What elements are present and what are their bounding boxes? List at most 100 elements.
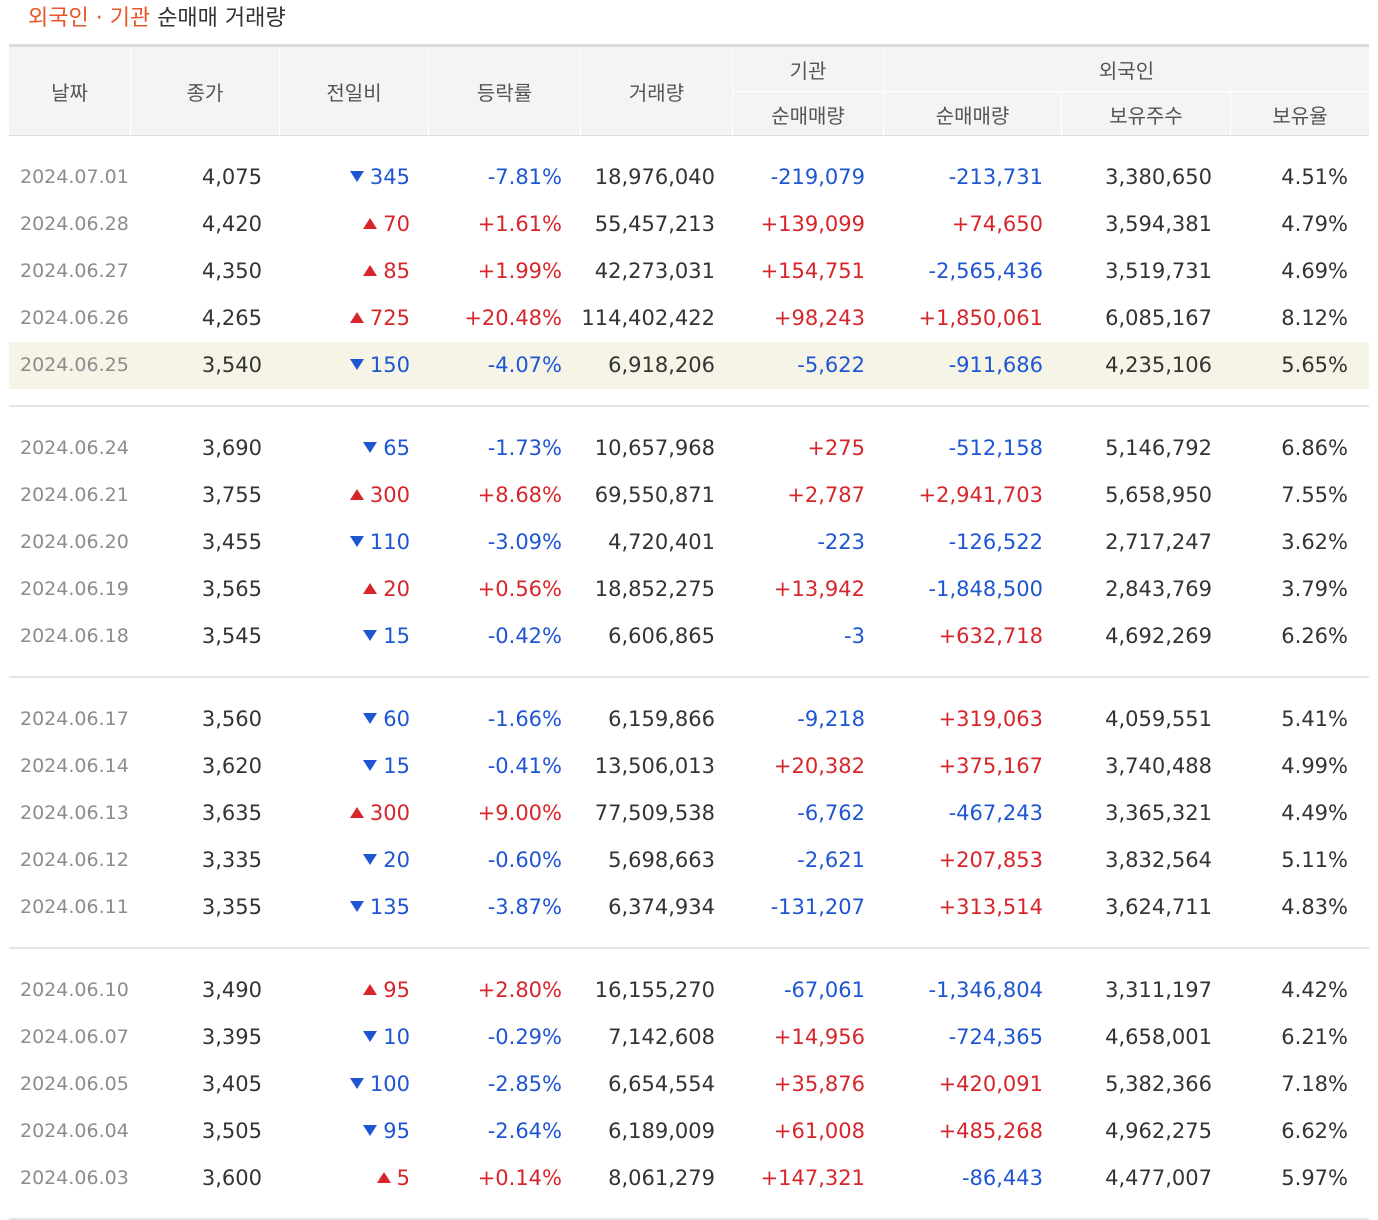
cell-rate: -1.66% — [487, 707, 562, 731]
cell-date: 2024.06.11 — [20, 896, 129, 918]
cell-rate: -3.09% — [487, 530, 562, 554]
cell-foreign: +485,268 — [938, 1119, 1043, 1143]
cell-rate: +8.68% — [477, 483, 562, 507]
table-row: 2024.06.19 3,565 20 +0.56% 18,852,275 +13,942… — [9, 566, 1369, 613]
cell-inst: +275 — [807, 436, 865, 460]
table-row: 2024.06.03 3,600 5 +0.14% 8,061,279 +147,321 -… — [9, 1155, 1369, 1202]
cell-close: 3,505 — [201, 1119, 262, 1143]
header-foreign-ratio: 보유율 — [1272, 103, 1328, 128]
table-row: 2024.06.05 3,405 100 -2.85% 6,654,554 +35,876… — [9, 1061, 1369, 1108]
cell-close: 3,620 — [201, 754, 262, 778]
table-row: 2024.06.21 3,755 300 +8.68% 69,550,871 +2,787… — [9, 472, 1369, 519]
row-group: 2024.06.17 3,560 60 -1.66% 6,159,866 -9,218 +3… — [9, 696, 1369, 949]
header-divider — [428, 47, 429, 136]
cell-rate: -2.85% — [487, 1072, 562, 1096]
cell-volume: 13,506,013 — [594, 754, 715, 778]
section-title-accent: 외국인 · 기관 — [28, 6, 151, 31]
cell-ratio: 7.55% — [1281, 483, 1348, 507]
cell-inst: -3 — [844, 624, 865, 648]
cell-ratio: 6.26% — [1281, 624, 1348, 648]
table-row: 2024.06.26 4,265 725 +20.48% 114,402,422 +98,… — [9, 295, 1369, 342]
change-value: 65 — [383, 436, 410, 460]
cell-date: 2024.06.27 — [20, 260, 129, 282]
cell-volume: 42,273,031 — [594, 259, 715, 283]
cell-volume: 55,457,213 — [594, 212, 715, 236]
cell-date: 2024.06.19 — [20, 578, 129, 600]
cell-shares: 3,380,650 — [1105, 165, 1212, 189]
cell-shares: 5,382,366 — [1105, 1072, 1212, 1096]
cell-ratio: 5.97% — [1281, 1166, 1348, 1190]
down-arrow-icon — [363, 712, 378, 724]
cell-rate: +20.48% — [464, 306, 562, 330]
cell-rate: -0.41% — [487, 754, 562, 778]
change-value: 95 — [383, 978, 410, 1002]
cell-rate: -2.64% — [487, 1119, 562, 1143]
cell-ratio: 7.18% — [1281, 1072, 1348, 1096]
cell-ratio: 4.83% — [1281, 895, 1348, 919]
cell-date: 2024.06.18 — [20, 625, 129, 647]
change-value: 60 — [383, 707, 410, 731]
cell-foreign: -724,365 — [948, 1025, 1043, 1049]
cell-inst: +139,099 — [760, 212, 865, 236]
cell-date: 2024.06.20 — [20, 531, 129, 553]
up-arrow-icon — [363, 983, 378, 995]
down-arrow-icon — [363, 1030, 378, 1042]
cell-inst: +35,876 — [773, 1072, 865, 1096]
cell-foreign: -512,158 — [948, 436, 1043, 460]
cell-shares: 3,594,381 — [1105, 212, 1212, 236]
cell-inst: -9,218 — [797, 707, 865, 731]
change-value: 15 — [383, 754, 410, 778]
change-value: 20 — [383, 848, 410, 872]
header-divider — [130, 47, 131, 136]
change-value: 95 — [383, 1119, 410, 1143]
cell-foreign: -213,731 — [948, 165, 1043, 189]
cell-volume: 77,509,538 — [594, 801, 715, 825]
cell-rate: +1.61% — [477, 212, 562, 236]
header-divider — [1230, 92, 1231, 136]
cell-change: 725 — [280, 295, 410, 342]
cell-close: 3,635 — [201, 801, 262, 825]
header-close: 종가 — [186, 81, 224, 105]
cell-inst: -67,061 — [783, 978, 865, 1002]
cell-close: 3,335 — [201, 848, 262, 872]
cell-shares: 4,235,106 — [1105, 353, 1212, 377]
cell-ratio: 4.69% — [1281, 259, 1348, 283]
cell-foreign: +207,853 — [938, 848, 1043, 872]
cell-close: 4,350 — [201, 259, 262, 283]
change-value: 5 — [396, 1166, 410, 1190]
cell-rate: -0.60% — [487, 848, 562, 872]
header-divider — [1061, 92, 1062, 136]
cell-foreign: +632,718 — [938, 624, 1043, 648]
cell-change: 15 — [280, 613, 410, 660]
cell-close: 3,755 — [201, 483, 262, 507]
table-row: 2024.06.10 3,490 95 +2.80% 16,155,270 -67,061… — [9, 967, 1369, 1014]
down-arrow-icon — [349, 170, 364, 182]
cell-change: 135 — [280, 884, 410, 931]
cell-foreign: +319,063 — [938, 707, 1043, 731]
cell-inst: +2,787 — [787, 483, 865, 507]
cell-change: 85 — [280, 248, 410, 295]
cell-date: 2024.06.07 — [20, 1026, 129, 1048]
cell-volume: 69,550,871 — [594, 483, 715, 507]
cell-volume: 6,159,866 — [608, 707, 715, 731]
cell-rate: +2.80% — [477, 978, 562, 1002]
change-value: 70 — [383, 212, 410, 236]
cell-foreign: +1,850,061 — [918, 306, 1043, 330]
cell-change: 5 — [280, 1155, 410, 1202]
change-value: 100 — [369, 1072, 410, 1096]
row-group: 2024.06.10 3,490 95 +2.80% 16,155,270 -67,061… — [9, 967, 1369, 1220]
cell-date: 2024.06.12 — [20, 849, 129, 871]
up-arrow-icon — [363, 217, 378, 229]
cell-shares: 4,059,551 — [1105, 707, 1212, 731]
cell-change: 65 — [280, 425, 410, 472]
cell-change: 345 — [280, 154, 410, 201]
cell-date: 2024.06.10 — [20, 979, 129, 1001]
table-header: 날짜 종가 전일비 등락률 거래량 기관 순매매량 외국인 순매매량 보유주수 … — [9, 47, 1369, 136]
cell-ratio: 4.51% — [1281, 165, 1348, 189]
table-row: 2024.06.25 3,540 150 -4.07% 6,918,206 -5,622 -… — [9, 342, 1369, 389]
cell-shares: 3,740,488 — [1105, 754, 1212, 778]
table-row: 2024.06.13 3,635 300 +9.00% 77,509,538 -6,762… — [9, 790, 1369, 837]
cell-close: 3,560 — [201, 707, 262, 731]
table-top-border — [9, 44, 1369, 47]
cell-shares: 4,658,001 — [1105, 1025, 1212, 1049]
